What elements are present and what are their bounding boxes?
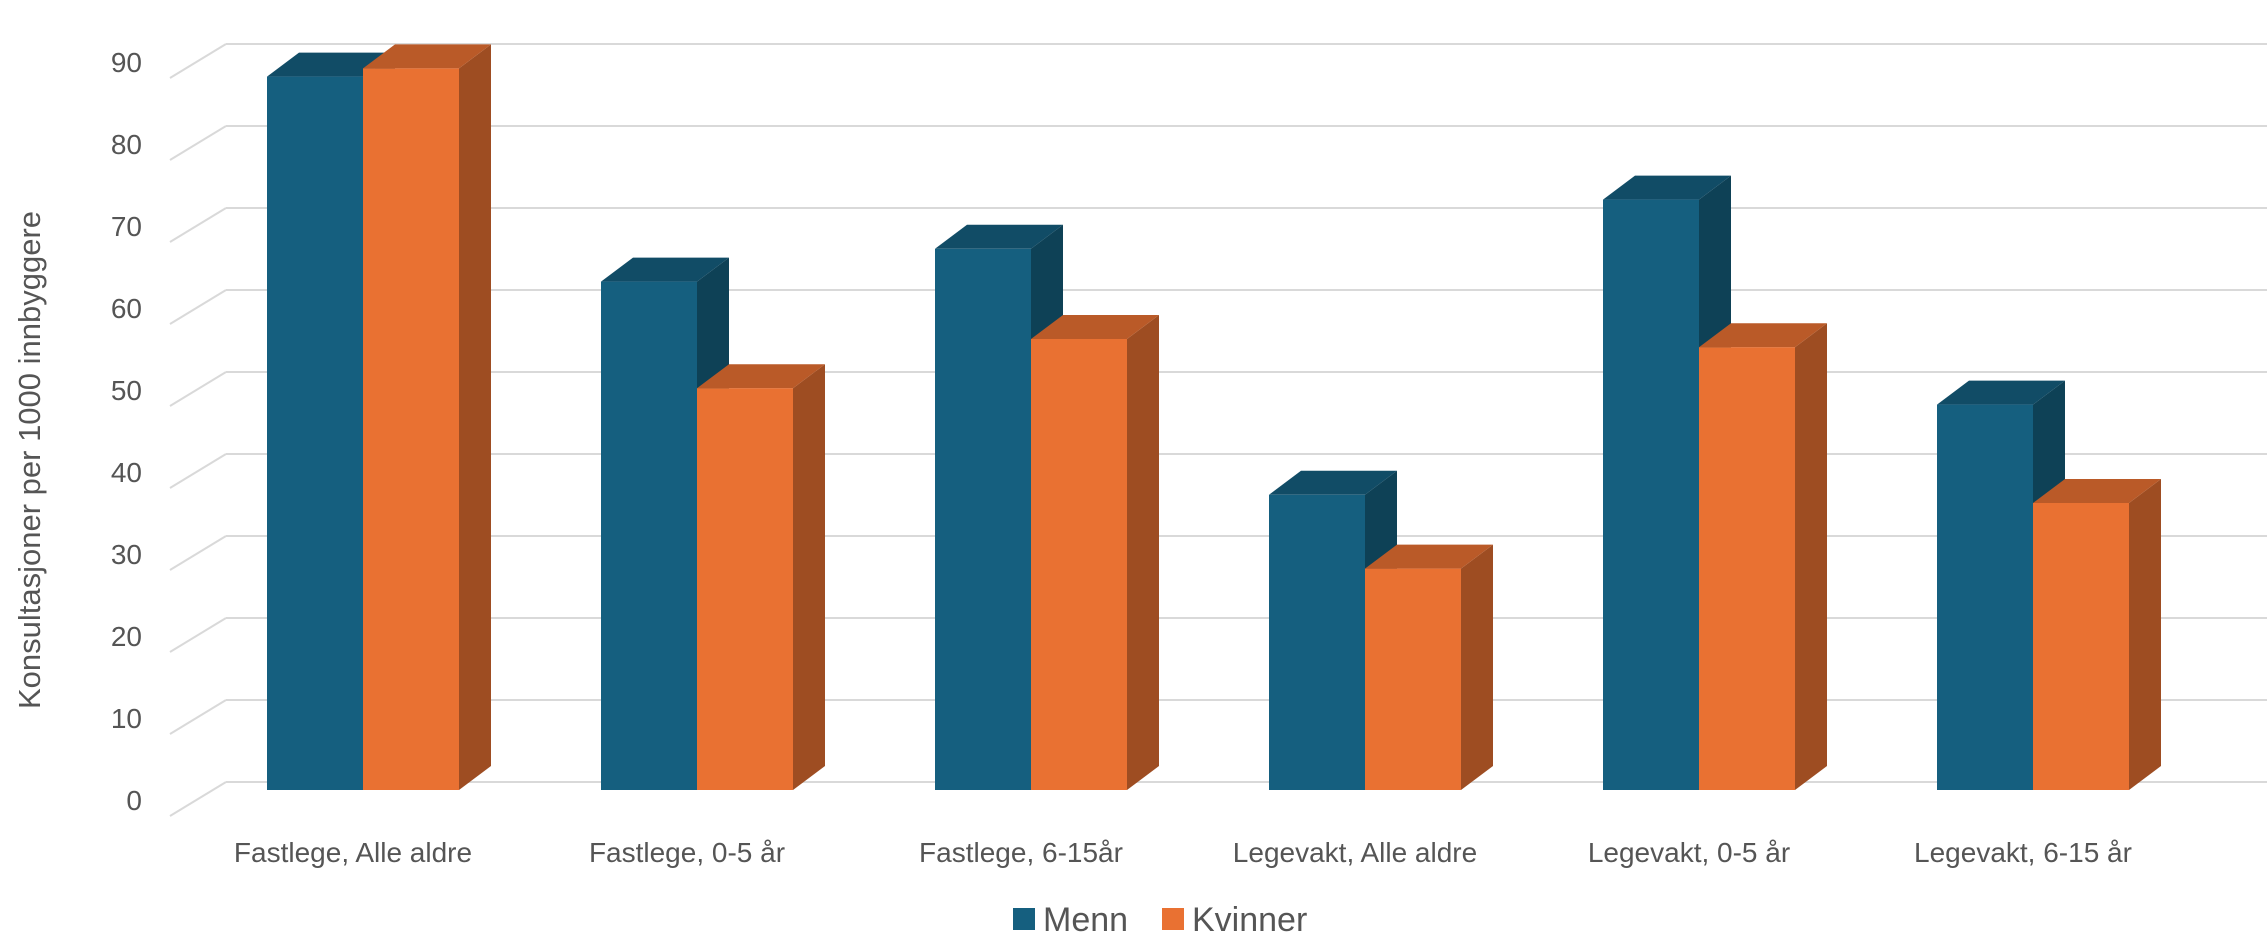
category-label: Fastlege, 6-15år (919, 837, 1123, 868)
grid-line-diagonal (169, 43, 227, 79)
bar-top (1603, 175, 1731, 200)
y-tick-label: 40 (111, 457, 142, 488)
category-label: Legevakt, 0-5 år (1588, 837, 1790, 868)
legend: Menn Kvinner (1013, 901, 1307, 939)
y-axis-ticks: 0 10 20 30 40 50 60 70 80 90 (111, 47, 142, 816)
bar-front (2033, 503, 2129, 790)
bar-top (601, 257, 729, 282)
y-tick-label: 90 (111, 47, 142, 78)
legend-label-menn: Menn (1043, 901, 1128, 939)
grid-line-diagonal (169, 207, 227, 243)
bar-top (1365, 544, 1493, 569)
bar-top (1937, 380, 2065, 405)
legend-swatch-kvinner (1162, 908, 1184, 930)
bar-side (1461, 544, 1493, 790)
bar-top (1031, 315, 1159, 339)
bar-front (1365, 568, 1461, 790)
grid-lines (169, 43, 2267, 817)
bar-kvinner-2 (1031, 315, 1159, 790)
category-label: Legevakt, Alle aldre (1233, 837, 1477, 868)
grid-line-diagonal (169, 371, 227, 407)
grid-line-diagonal (169, 617, 227, 653)
bar-side (2129, 479, 2161, 790)
category-label: Fastlege, 0-5 år (589, 837, 785, 868)
grid-line-diagonal (169, 699, 227, 735)
bar-front (1603, 199, 1699, 791)
category-label: Legevakt, 6-15 år (1914, 837, 2132, 868)
bar-front (1699, 347, 1795, 790)
bar-kvinner-3 (1365, 544, 1493, 790)
bar-front (1937, 404, 2033, 790)
y-tick-label: 60 (111, 293, 142, 324)
bar-kvinner-5 (2033, 479, 2161, 790)
legend-swatch-menn (1013, 908, 1035, 930)
category-label: Fastlege, Alle aldre (234, 837, 472, 868)
legend-label-kvinner: Kvinner (1192, 901, 1307, 939)
y-tick-label: 80 (111, 129, 142, 160)
grid-line-diagonal (169, 535, 227, 571)
grid-line-diagonal (169, 125, 227, 161)
y-tick-label: 70 (111, 211, 142, 242)
bar-front (1031, 339, 1127, 790)
bar-top (935, 224, 1063, 249)
y-tick-label: 10 (111, 703, 142, 734)
y-axis-label: Konsultasjoner per 1000 innbyggere (12, 211, 47, 709)
bar-front (1269, 494, 1365, 790)
bar-top (363, 44, 491, 69)
bar-side (459, 44, 491, 790)
bar-side (793, 364, 825, 790)
grid-line-diagonal (169, 453, 227, 489)
category-labels: Fastlege, Alle aldre Fastlege, 0-5 år Fast… (234, 837, 2132, 868)
bar-front (697, 388, 793, 790)
y-tick-label: 20 (111, 621, 142, 652)
bar-side (1795, 323, 1827, 790)
bar-front (267, 76, 363, 791)
grid-line-diagonal (169, 781, 227, 817)
bars (267, 44, 2161, 791)
bar-front (363, 68, 459, 790)
bar-front (601, 281, 697, 790)
bar-kvinner-1 (697, 364, 825, 790)
bar-top (1699, 323, 1827, 348)
bar-top (2033, 479, 2161, 503)
grid-line-diagonal (169, 289, 227, 325)
bar-front (935, 248, 1031, 791)
bar-kvinner-4 (1699, 323, 1827, 790)
bar-top (697, 364, 825, 389)
y-tick-label: 0 (126, 785, 142, 816)
bar-kvinner-0 (363, 44, 491, 790)
y-tick-label: 30 (111, 539, 142, 570)
bar-side (1127, 315, 1159, 790)
bar-top (1269, 470, 1397, 495)
y-tick-label: 50 (111, 375, 142, 406)
